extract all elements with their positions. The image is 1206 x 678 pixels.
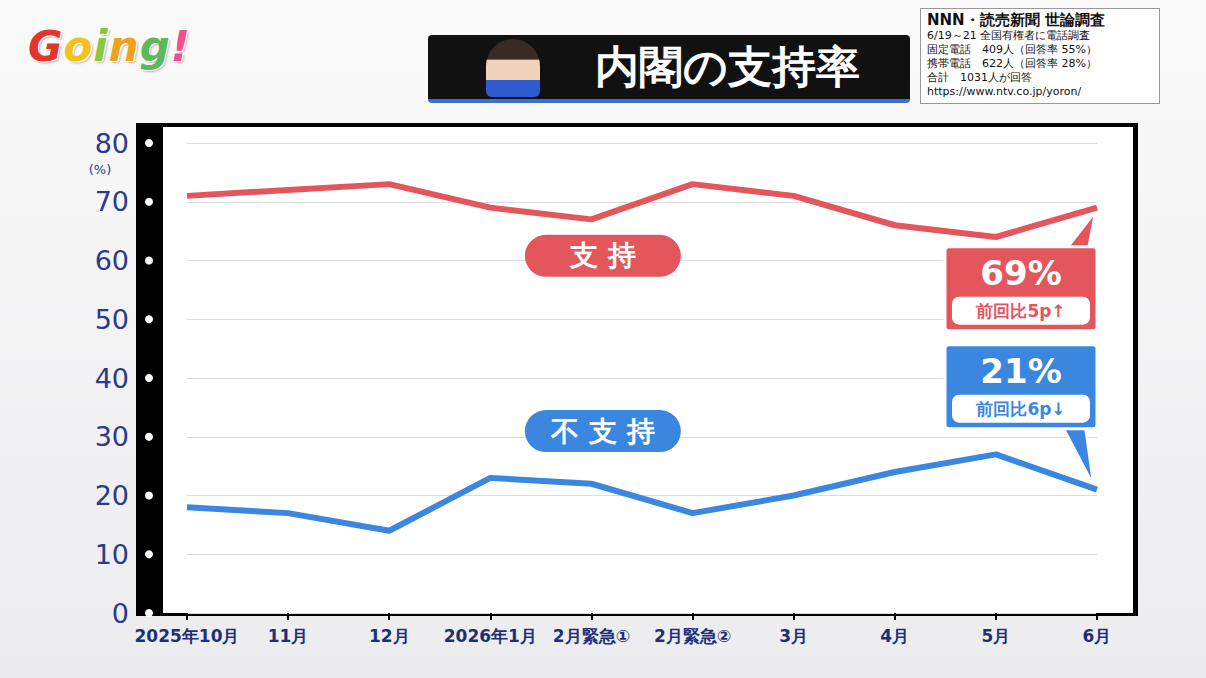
svg-text:5月: 5月 — [981, 626, 1010, 646]
svg-text:10: 10 — [95, 539, 129, 570]
svg-text:不 支 持: 不 支 持 — [550, 415, 655, 448]
svg-text:40: 40 — [95, 363, 129, 394]
svg-text:2025年10月: 2025年10月 — [135, 626, 240, 646]
svg-text:4月: 4月 — [880, 626, 909, 646]
svg-text:(%): (%) — [89, 162, 112, 177]
svg-text:2月緊急①: 2月緊急① — [553, 626, 630, 646]
html-text:G o i n g!: G o i n g! — [28, 22, 191, 71]
svg-text:2026年1月: 2026年1月 — [444, 626, 537, 646]
html-text:NNN・読売新聞 世論調査: NNN・読売新聞 世論調査 — [927, 11, 1105, 29]
html-text:携帯電話 622人（回答率 28%）: 携帯電話 622人（回答率 28%） — [927, 57, 1097, 70]
html-text:https://www.ntv.co.jp/yoron/: https://www.ntv.co.jp/yoron/ — [927, 85, 1082, 98]
svg-text:2月緊急②: 2月緊急② — [654, 626, 731, 646]
svg-text:80: 80 — [95, 128, 129, 159]
svg-text:11月: 11月 — [268, 626, 309, 646]
svg-text:60: 60 — [95, 245, 129, 276]
html-text:内閣の支持率: 内閣の支持率 — [594, 41, 860, 92]
svg-text:70: 70 — [95, 186, 129, 217]
svg-text:69%: 69% — [980, 253, 1061, 293]
html-text:固定電話 409人（回答率 55%）: 固定電話 409人（回答率 55%） — [927, 43, 1097, 56]
svg-text:21%: 21% — [980, 351, 1061, 391]
svg-text:0: 0 — [112, 598, 129, 629]
svg-text:前回比6p↓: 前回比6p↓ — [975, 399, 1065, 419]
svg-text:20: 20 — [95, 480, 129, 511]
svg-text:前回比5p↑: 前回比5p↑ — [975, 301, 1065, 321]
svg-text:3月: 3月 — [779, 626, 808, 646]
svg-text:30: 30 — [95, 421, 129, 452]
svg-text:支 持: 支 持 — [569, 239, 636, 272]
svg-text:6月: 6月 — [1083, 626, 1112, 646]
svg-text:12月: 12月 — [369, 626, 410, 646]
svg-text:50: 50 — [95, 304, 129, 335]
html-text:合計 1031人が回答: 合計 1031人が回答 — [927, 71, 1032, 84]
html-text:6/19～21 全国有権者に電話調査: 6/19～21 全国有権者に電話調査 — [927, 29, 1091, 42]
